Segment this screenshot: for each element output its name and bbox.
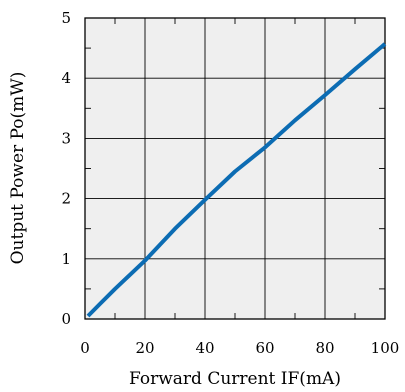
- grid: [85, 18, 385, 319]
- y-tick-label: 2: [61, 190, 71, 208]
- x-tick-label: 100: [371, 339, 400, 357]
- plot-frame: [84, 17, 386, 320]
- y-tick-label: 5: [61, 9, 71, 27]
- series-group: [86, 42, 387, 318]
- series-line: [86, 42, 387, 318]
- x-tick-label: 80: [315, 339, 334, 357]
- x-tick-label: 60: [255, 339, 274, 357]
- y-tick-label: 3: [61, 129, 71, 147]
- y-tick-labels: 0 1 2 3 4 5: [61, 9, 71, 328]
- x-axis-label: Forward Current IF(mA): [129, 369, 341, 389]
- x-tick-labels: 0 20 40 60 80 100: [80, 339, 399, 357]
- y-tick-label: 0: [61, 310, 71, 328]
- y-tick-label: 4: [61, 69, 71, 87]
- y-tick-label: 1: [61, 250, 71, 268]
- x-tick-label: 40: [195, 339, 214, 357]
- x-tick-label: 0: [80, 339, 90, 357]
- y-axis-label: Output Power Po(mW): [8, 72, 28, 265]
- x-tick-label: 20: [135, 339, 154, 357]
